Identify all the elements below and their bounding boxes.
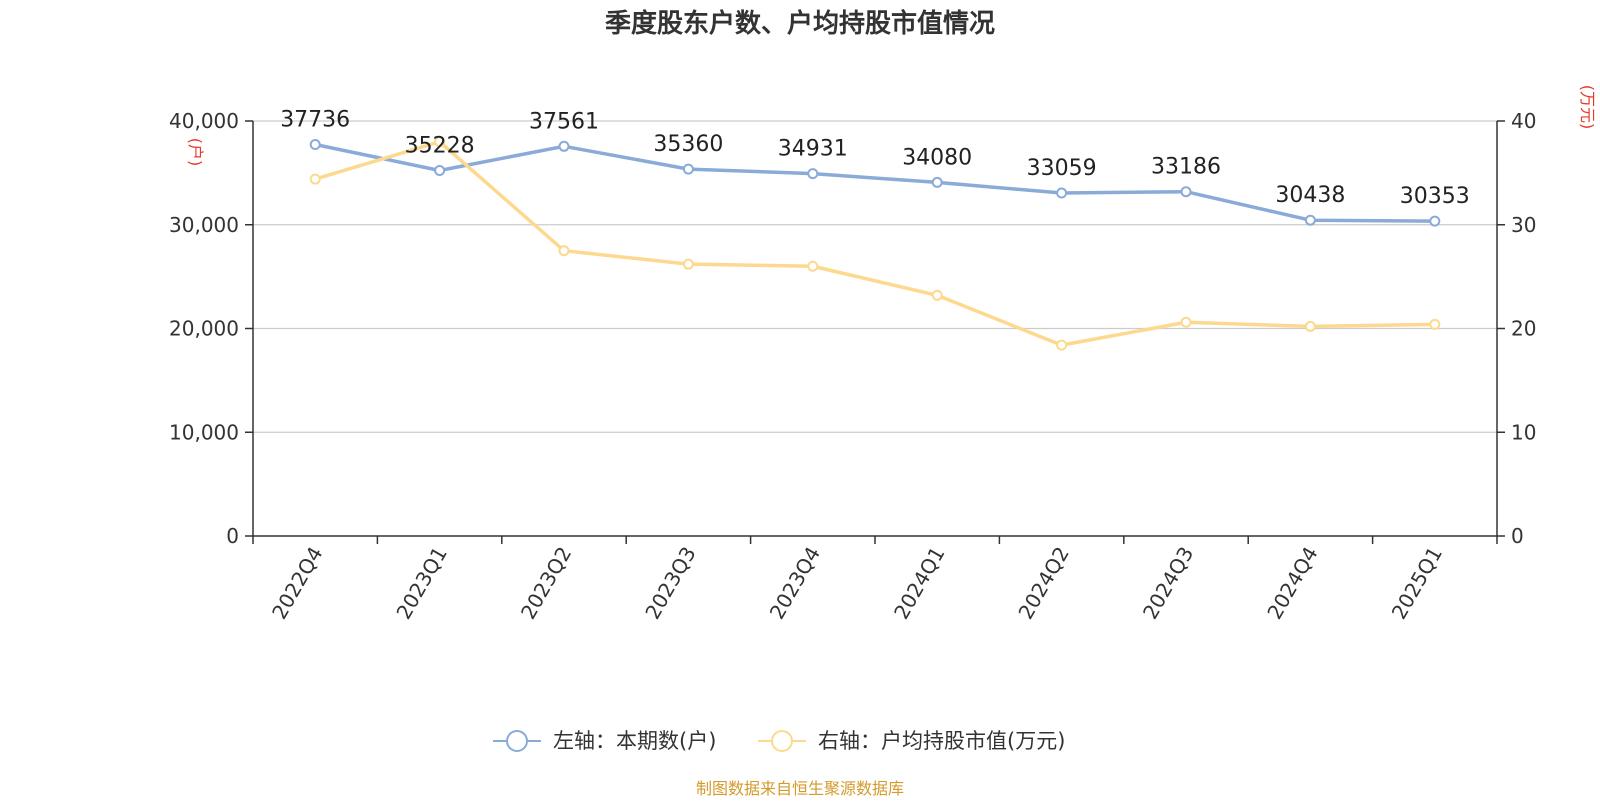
grid-lines	[253, 120, 1497, 433]
x-axis-tick-label: 2023Q4	[765, 543, 825, 624]
left-axis-tick-label: 40,000	[169, 109, 239, 133]
data-point-right[interactable]	[807, 260, 819, 272]
series-line-right	[314, 140, 1435, 347]
data-value-label: 30438	[1275, 183, 1345, 208]
right-axis-tick-label: 0	[1511, 524, 1524, 548]
x-axis-tick-label: 2024Q2	[1013, 543, 1073, 624]
data-labels: 37736 35228 37561 35360 34931 34080 33059 33186…	[280, 107, 1470, 209]
data-point-right[interactable]	[682, 258, 694, 270]
left-axis-tick-label: 10,000	[169, 420, 239, 444]
data-point-right[interactable]	[558, 245, 570, 257]
series-line-left	[314, 142, 1435, 223]
data-value-label: 35228	[405, 134, 475, 159]
right-axis-tick-label: 30	[1511, 213, 1536, 237]
data-value-label: 37561	[529, 109, 599, 134]
data-point-right[interactable]	[434, 136, 446, 148]
legend[interactable]: 左轴：本期数(户) 右轴：户均持股市值(万元)	[493, 729, 1065, 753]
x-axis-tick-label: 2023Q2	[516, 543, 576, 624]
right-axis-tick-label: 20	[1511, 317, 1536, 341]
legend-right-label: 右轴：户均持股市值(万元)	[818, 729, 1065, 753]
x-axis-tick-label: 2023Q3	[640, 543, 700, 624]
right-axis-unit: (万元)	[1578, 85, 1597, 130]
data-point-left[interactable]	[309, 138, 321, 150]
data-value-label: 35360	[653, 132, 723, 157]
x-axis-tick-label: 2024Q4	[1262, 543, 1322, 624]
data-point-left[interactable]	[807, 168, 819, 180]
legend-item-left-series[interactable]: 左轴：本期数(户)	[493, 729, 716, 753]
left-axis-unit: (户)	[186, 138, 205, 167]
data-point-right[interactable]	[1304, 320, 1316, 332]
x-axis-tick-label: 2024Q1	[889, 543, 949, 624]
legend-item-right-series[interactable]: 右轴：户均持股市值(万元)	[758, 729, 1065, 753]
legend-left-marker-icon	[506, 730, 528, 752]
left-axis-tick-label: 20,000	[169, 317, 239, 341]
data-point-right[interactable]	[309, 173, 321, 185]
data-value-label: 34931	[778, 137, 848, 162]
right-axis-tick-label: 10	[1511, 420, 1536, 444]
chart-title: 季度股东户数、户均持股市值情况	[605, 8, 995, 39]
data-point-left[interactable]	[1180, 186, 1192, 198]
data-point-left[interactable]	[558, 140, 570, 152]
data-point-right[interactable]	[1056, 339, 1068, 351]
series-lines	[309, 136, 1441, 351]
x-axis-tick-label: 2025Q1	[1387, 543, 1447, 624]
data-point-right[interactable]	[931, 289, 943, 301]
data-point-left[interactable]	[1056, 187, 1068, 199]
x-axis-tick-label: 2023Q1	[391, 543, 451, 624]
data-point-left[interactable]	[434, 165, 446, 177]
legend-right-marker-icon	[771, 730, 793, 752]
data-point-left[interactable]	[682, 163, 694, 175]
data-value-label: 37736	[280, 107, 350, 132]
legend-left-label: 左轴：本期数(户)	[553, 729, 716, 753]
data-value-label: 33186	[1151, 155, 1221, 180]
source-note: 制图数据来自恒生聚源数据库	[696, 779, 904, 798]
left-axis-tick-label: 30,000	[169, 213, 239, 237]
data-point-left[interactable]	[1429, 215, 1441, 227]
data-value-label: 30353	[1400, 184, 1470, 209]
data-value-label: 33059	[1027, 156, 1097, 181]
x-axis-tick-label: 2022Q4	[267, 543, 327, 624]
data-point-right[interactable]	[1429, 318, 1441, 330]
data-point-right[interactable]	[1180, 316, 1192, 328]
data-point-left[interactable]	[931, 176, 943, 188]
left-axis-tick-label: 0	[226, 524, 239, 548]
data-value-label: 34080	[902, 145, 972, 170]
right-axis-tick-label: 40	[1511, 109, 1536, 133]
data-point-left[interactable]	[1304, 214, 1316, 226]
x-axis-tick-label: 2024Q3	[1138, 543, 1198, 624]
